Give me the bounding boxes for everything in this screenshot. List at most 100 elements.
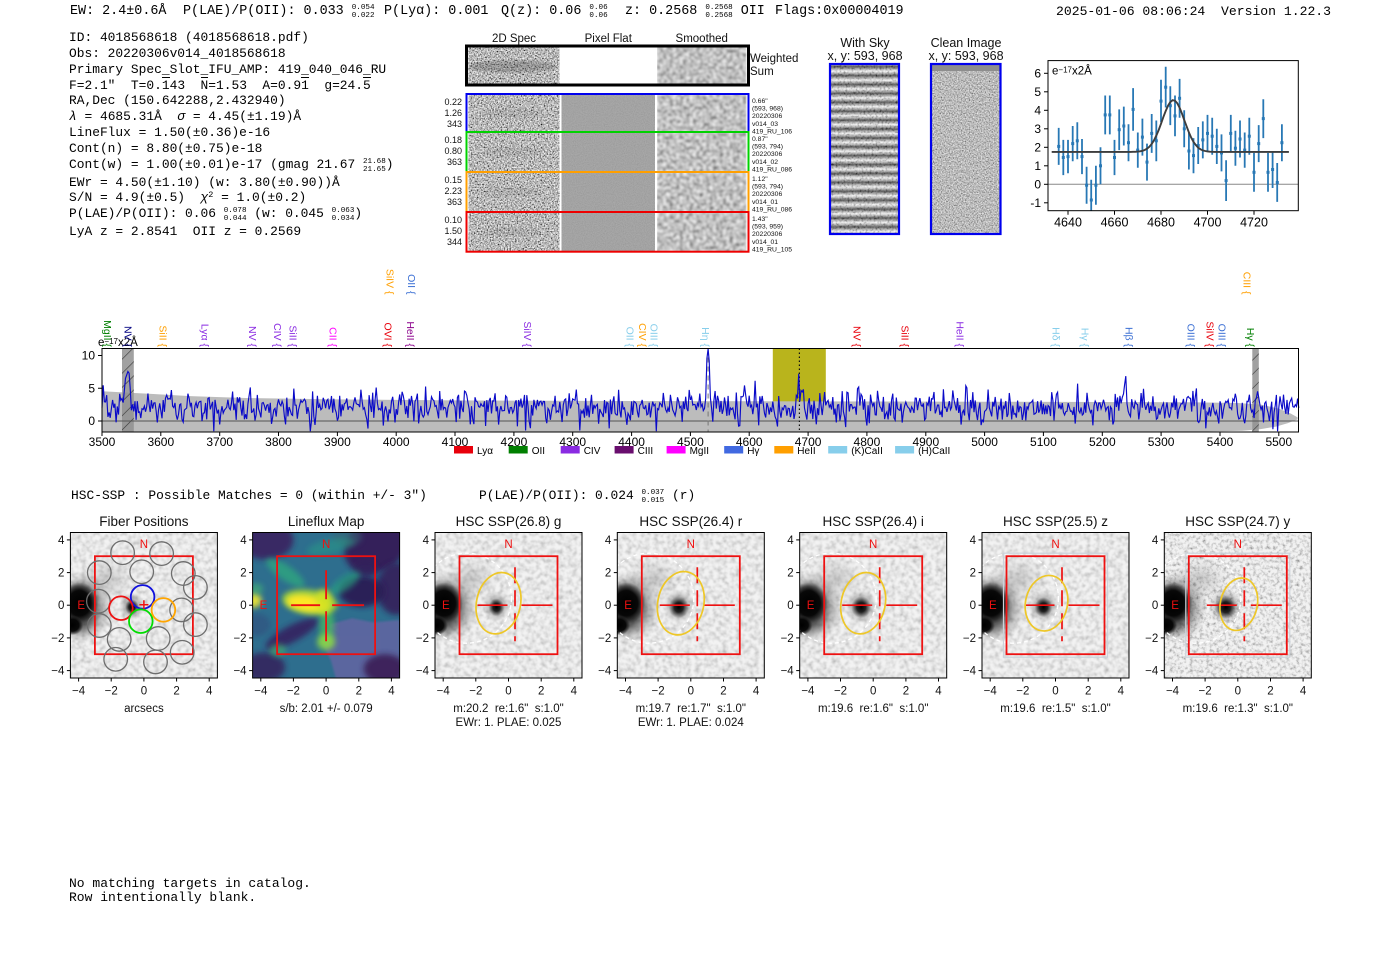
svg-text:−4: −4 <box>619 686 633 698</box>
svg-text:CIII: CIII <box>638 446 654 457</box>
svg-text:(593, 968): (593, 968) <box>752 106 783 113</box>
svg-text:−4: −4 <box>437 686 451 698</box>
svg-text:v014_02: v014_02 <box>752 159 778 166</box>
svg-text:5400: 5400 <box>1207 435 1234 449</box>
svg-text:(593, 959): (593, 959) <box>752 224 783 231</box>
svg-text:0: 0 <box>141 686 147 698</box>
svg-text:N: N <box>869 539 877 551</box>
svg-text:CIV {: CIV { <box>271 323 283 347</box>
svg-text:N: N <box>504 539 512 551</box>
svg-text:−2: −2 <box>1199 686 1212 698</box>
svg-text:4800: 4800 <box>854 435 881 449</box>
svg-text:20220306: 20220306 <box>752 231 782 238</box>
svg-text:−2: −2 <box>1145 633 1158 645</box>
svg-text:HeII: HeII <box>797 446 815 457</box>
svg-text:E: E <box>1171 600 1179 612</box>
svg-text:343: 343 <box>447 119 462 129</box>
svg-text:SiIV {: SiIV { <box>384 269 396 295</box>
svg-text:0: 0 <box>58 600 64 612</box>
svg-text:(H)CaII: (H)CaII <box>918 446 950 457</box>
svg-text:419_RU_086: 419_RU_086 <box>752 206 792 213</box>
svg-text:NV {: NV { <box>122 326 134 348</box>
svg-text:CII {: CII { <box>327 327 339 347</box>
svg-text:2: 2 <box>1034 141 1041 155</box>
svg-text:HSC SSP(26.8) g: HSC SSP(26.8) g <box>456 514 562 529</box>
svg-text:0: 0 <box>787 600 793 612</box>
svg-text:N: N <box>687 539 695 551</box>
svg-text:4: 4 <box>970 535 977 547</box>
svg-text:4400: 4400 <box>618 435 645 449</box>
svg-text:−4: −4 <box>598 666 612 678</box>
svg-text:HeII {: HeII { <box>954 321 966 347</box>
svg-text:1.12": 1.12" <box>752 176 768 183</box>
svg-text:E: E <box>624 600 632 612</box>
svg-text:Weighted: Weighted <box>750 53 798 65</box>
svg-text:v014_01: v014_01 <box>752 239 778 246</box>
svg-text:−2: −2 <box>652 686 665 698</box>
svg-text:2: 2 <box>1152 568 1158 580</box>
svg-text:3500: 3500 <box>89 435 116 449</box>
svg-text:−2: −2 <box>598 633 611 645</box>
svg-text:−4: −4 <box>72 686 86 698</box>
svg-text:363: 363 <box>447 197 462 207</box>
svg-text:0.18: 0.18 <box>444 135 462 145</box>
svg-text:−2: −2 <box>963 633 976 645</box>
svg-text:2: 2 <box>720 686 726 698</box>
svg-text:0: 0 <box>870 686 876 698</box>
svg-text:0: 0 <box>240 600 246 612</box>
svg-text:0.80: 0.80 <box>444 146 462 156</box>
svg-text:N: N <box>1234 539 1242 551</box>
svg-text:arcsecs: arcsecs <box>124 703 164 715</box>
svg-text:HeII {: HeII { <box>404 321 416 347</box>
svg-text:0.87": 0.87" <box>752 136 768 143</box>
svg-text:−4: −4 <box>801 686 815 698</box>
svg-text:SiIV {: SiIV { <box>521 321 533 347</box>
svg-text:Smoothed: Smoothed <box>676 33 728 45</box>
svg-text:4680: 4680 <box>1147 216 1175 230</box>
svg-text:0: 0 <box>1034 178 1041 192</box>
svg-text:−4: −4 <box>781 666 795 678</box>
svg-text:2: 2 <box>538 686 544 698</box>
svg-text:4: 4 <box>1034 104 1041 118</box>
svg-text:−4: −4 <box>254 686 268 698</box>
svg-text:−2: −2 <box>1016 686 1029 698</box>
svg-text:HSC SSP(25.5) z: HSC SSP(25.5) z <box>1003 514 1108 529</box>
svg-text:2: 2 <box>787 568 793 580</box>
svg-text:SiII {: SiII { <box>287 325 299 347</box>
svg-text:MgII {: MgII { <box>101 320 113 347</box>
svg-text:0: 0 <box>688 686 694 698</box>
svg-text:10: 10 <box>82 349 96 363</box>
svg-text:−2: −2 <box>469 686 482 698</box>
svg-text:Hδ {: Hδ { <box>1050 327 1062 347</box>
svg-text:4000: 4000 <box>383 435 410 449</box>
svg-text:E: E <box>807 600 815 612</box>
svg-text:m:20.2 re:1.6" s:1.0": m:20.2 re:1.6" s:1.0" <box>453 703 563 715</box>
svg-text:m:19.6 re:1.5" s:1.0": m:19.6 re:1.5" s:1.0" <box>1000 703 1110 715</box>
svg-text:−2: −2 <box>105 686 118 698</box>
svg-text:2: 2 <box>240 568 246 580</box>
svg-text:E: E <box>260 600 268 612</box>
svg-text:4: 4 <box>206 686 213 698</box>
svg-text:0: 0 <box>423 600 429 612</box>
svg-text:1.26: 1.26 <box>444 108 462 118</box>
svg-text:E: E <box>442 600 450 612</box>
svg-text:e−17x2Å: e−17x2Å <box>1052 65 1092 78</box>
svg-text:1: 1 <box>1034 159 1041 173</box>
svg-text:3600: 3600 <box>147 435 174 449</box>
svg-text:OIII {: OIII { <box>1185 324 1197 348</box>
svg-text:−4: −4 <box>51 666 65 678</box>
svg-text:4300: 4300 <box>559 435 586 449</box>
svg-text:−4: −4 <box>1166 686 1180 698</box>
svg-text:−4: −4 <box>963 666 977 678</box>
svg-text:Lineflux Map: Lineflux Map <box>288 514 365 529</box>
svg-text:419_RU_086: 419_RU_086 <box>752 166 792 173</box>
svg-text:4: 4 <box>388 686 395 698</box>
svg-text:4: 4 <box>753 686 760 698</box>
svg-text:0: 0 <box>605 600 611 612</box>
svg-text:m:19.6 re:1.3" s:1.0": m:19.6 re:1.3" s:1.0" <box>1183 703 1293 715</box>
svg-text:4700: 4700 <box>795 435 822 449</box>
svg-text:2: 2 <box>58 568 64 580</box>
svg-text:0.15: 0.15 <box>444 175 462 185</box>
svg-text:0.22: 0.22 <box>444 97 462 107</box>
svg-text:2: 2 <box>1267 686 1273 698</box>
